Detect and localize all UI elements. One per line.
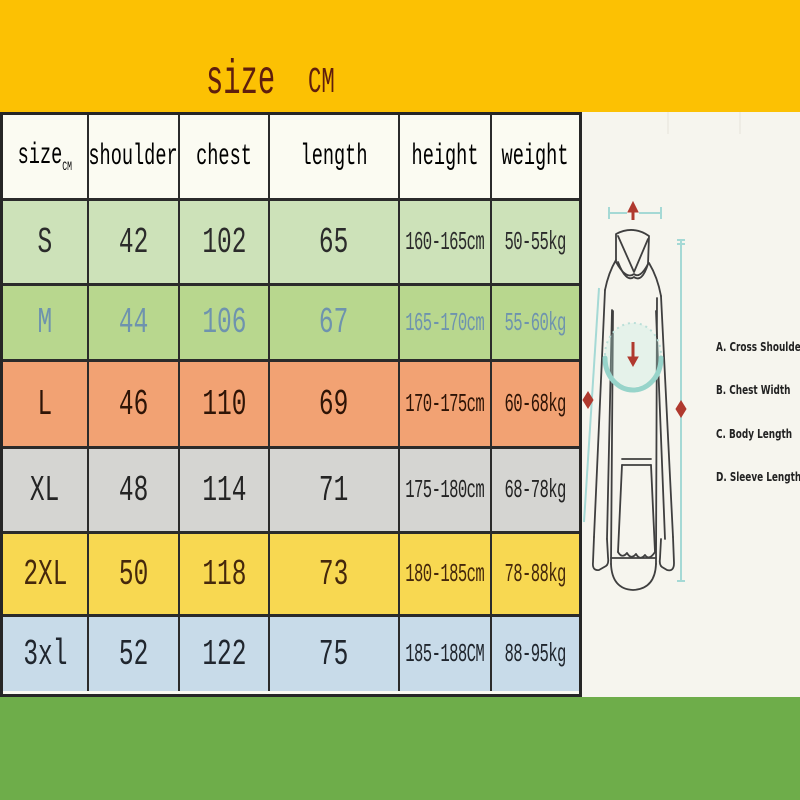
label-chest-width: B. Chest Width [716,383,791,397]
table-header-row: sizeCM shoulder chest length height weig… [3,115,579,201]
cell-height: 180-185cm [400,534,492,614]
header-shoulder: shoulder [89,115,180,198]
cell-length: 75 [270,617,400,691]
cell-weight: 68-78kg [504,475,567,505]
top-banner: size CM [0,0,800,112]
header-height: height [400,115,492,198]
cell-shoulder: 52 [89,617,180,691]
table-row: M 44 106 67 165-170cm 55-60kg [3,286,579,362]
cell-length: 71 [270,449,400,531]
marker-d-icon [582,391,594,409]
cell-length: 73 [270,534,400,614]
cell-chest: 122 [180,617,270,691]
cell-chest: 106 [180,286,270,359]
page-title: size [206,54,276,108]
cell-size: S [3,201,89,283]
header-length: length [270,115,400,198]
cell-size: M [3,286,89,359]
label-cross-shoulder: A. Cross Shoulder [716,340,800,354]
cell-weight: 88-95kg [504,639,567,669]
hoodie-diagram [582,112,741,591]
header-weight: weight [502,139,569,174]
table-row: XL 48 114 71 175-180cm 68-78kg [3,449,579,534]
cell-chest: 118 [180,534,270,614]
header-size-unit: CM [62,159,73,174]
marker-b-icon [627,342,639,368]
measure-lines [583,207,685,582]
label-sleeve-length: D. Sleeve Length [716,470,800,484]
cell-size: L [3,362,89,446]
size-table: sizeCM shoulder chest length height weig… [0,112,582,697]
table-row: 2XL 50 118 73 180-185cm 78-88kg [3,534,579,617]
measurement-diagram-panel: A. Cross Shoulder B. Chest Width C. Body… [582,112,800,697]
cell-weight: 55-60kg [504,307,567,338]
table-row: 3xl 52 122 75 185-188CM 88-95kg [3,617,579,691]
hoodie-outline [591,229,675,591]
cell-weight: 60-68kg [504,389,567,419]
cell-size: XL [3,449,89,531]
cell-chest: 102 [180,201,270,283]
cell-weight: 50-55kg [504,227,567,257]
cell-length: 67 [270,286,400,359]
cell-shoulder: 50 [89,534,180,614]
cell-length: 65 [270,201,400,283]
cell-chest: 114 [180,449,270,531]
footer-note-bar: Note: There will be 1-3cm error in manua… [0,697,800,800]
cell-shoulder: 46 [89,362,180,446]
cell-chest: 110 [180,362,270,446]
cell-height: 185-188CM [400,617,492,691]
header-size: sizeCM [3,115,89,198]
marker-a-icon [627,200,639,220]
cell-length: 69 [270,362,400,446]
measure-markers [582,200,687,418]
marker-c-icon [675,400,687,418]
cell-weight: 78-88kg [504,559,567,589]
cell-height: 170-175cm [400,362,492,446]
cell-size: 2XL [3,534,89,614]
table-row: S 42 102 65 160-165cm 50-55kg [3,201,579,286]
cell-size: 3xl [3,617,89,691]
cell-height: 165-170cm [400,286,492,359]
cell-shoulder: 42 [89,201,180,283]
page-title-unit: CM [308,62,335,103]
cell-height: 175-180cm [400,449,492,531]
cell-shoulder: 48 [89,449,180,531]
cell-height: 160-165cm [400,201,492,283]
table-row: L 46 110 69 170-175cm 60-68kg [3,362,579,449]
label-body-length: C. Body Length [716,427,793,441]
cell-shoulder: 44 [89,286,180,359]
header-chest: chest [180,115,270,198]
